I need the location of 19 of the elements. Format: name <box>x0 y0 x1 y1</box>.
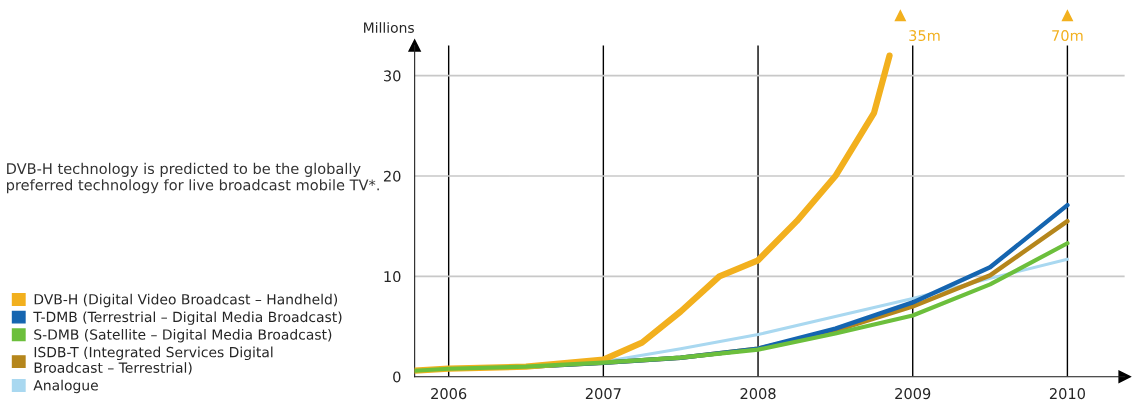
y-axis-title: Millions <box>364 22 414 33</box>
text: 70m <box>1052 30 1083 42</box>
y-tick-label: 10 <box>384 271 401 283</box>
x-tick-label: 2007 <box>585 388 621 400</box>
y-tick-label: 30 <box>384 70 401 82</box>
legend-label: T-DMB (Terrestrial – Digital Media Broadcast) <box>33 311 342 325</box>
legend-label: Analogue <box>33 379 98 394</box>
legend-label: S-DMB (Satellite – Digital Media Broadcast) <box>34 329 332 343</box>
line-series <box>414 241 1070 373</box>
x-tick-label: 2010 <box>1049 388 1085 400</box>
text: 35m <box>909 30 940 42</box>
legend-label: DVB-H (Digital Video Broadcast – Handheld) <box>34 293 338 308</box>
y-tick-label: 0 <box>393 371 401 383</box>
x-tick-label: 2008 <box>740 388 776 400</box>
x-tick-label: 2009 <box>895 388 931 400</box>
text: DVB-H technology is predicted to be the globally preferred technology for live broadcast mobile TV*. <box>7 162 379 194</box>
y-tick-label: 20 <box>383 170 401 182</box>
legend-label: ISDB-T (Integrated Services Digital Broadcast – Terrestrial) <box>34 346 273 375</box>
x-tick-label: 2006 <box>431 388 467 400</box>
